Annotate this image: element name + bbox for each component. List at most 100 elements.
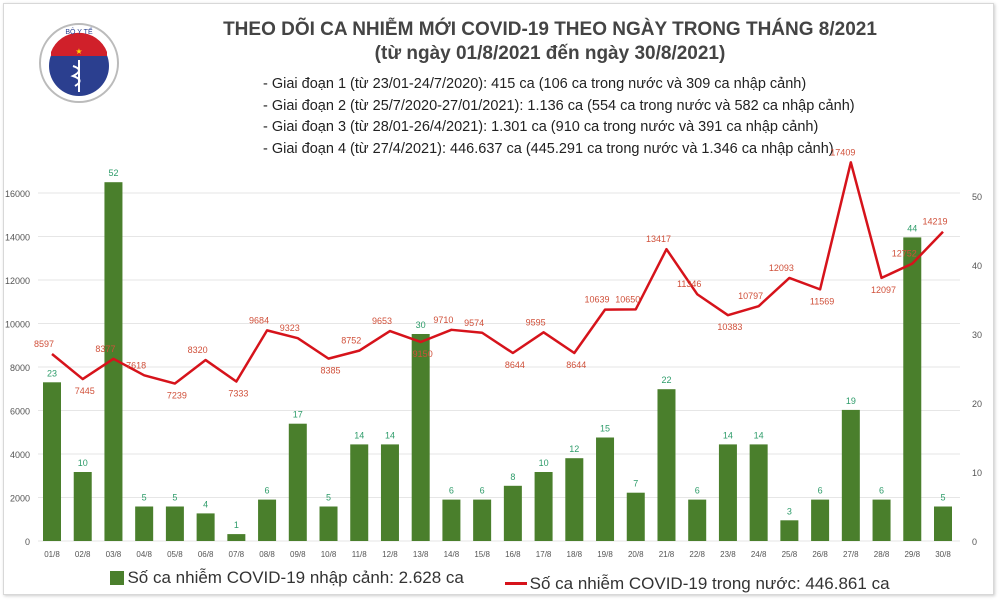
x-axis-tick-label: 13/8 — [413, 550, 429, 559]
left-axis-tick-label: 4000 — [10, 450, 30, 460]
bar-imported — [534, 472, 553, 541]
bar-data-label: 6 — [879, 486, 884, 496]
bar-data-label: 6 — [265, 486, 270, 496]
x-axis-tick-label: 06/8 — [198, 550, 214, 559]
x-axis-tick-label: 30/8 — [935, 550, 951, 559]
line-data-label: 10797 — [738, 291, 763, 301]
x-axis-tick-label: 15/8 — [474, 550, 490, 559]
bar-imported — [626, 492, 645, 541]
line-data-label: 9323 — [280, 323, 300, 333]
bar-imported — [718, 444, 737, 541]
x-axis-tick-label: 28/8 — [874, 550, 890, 559]
bar-data-label: 17 — [293, 410, 303, 420]
chart-subtitle: (từ ngày 01/8/2021 đến ngày 30/8/2021) — [374, 43, 726, 64]
left-axis-tick-label: 14000 — [5, 233, 30, 243]
line-data-label: 12093 — [769, 263, 794, 273]
bar-data-label: 6 — [480, 486, 485, 496]
x-axis-tick-label: 14/8 — [444, 550, 460, 559]
legend-label-imported: Số ca nhiễm COVID-19 nhập cảnh: 2.628 ca — [127, 568, 464, 587]
line-data-label: 8597 — [34, 339, 54, 349]
left-axis-tick-label: 16000 — [5, 189, 30, 199]
x-axis-tick-label: 17/8 — [536, 550, 552, 559]
bar-imported — [380, 444, 399, 541]
legend: Số ca nhiễm COVID-19 nhập cảnh: 2.628 ca… — [0, 568, 1000, 594]
x-axis-tick-label: 22/8 — [689, 550, 705, 559]
x-axis-tick-label: 25/8 — [782, 550, 798, 559]
bar-imported — [596, 437, 615, 541]
bar-imported — [503, 485, 522, 541]
right-axis-tick-label: 30 — [972, 330, 982, 340]
x-axis-tick-label: 12/8 — [382, 550, 398, 559]
bar-imported — [43, 382, 61, 541]
line-data-label: 7333 — [228, 389, 248, 399]
x-axis-tick-label: 27/8 — [843, 550, 859, 559]
bar-imported — [903, 237, 922, 541]
bar-imported — [165, 506, 184, 541]
bar-imported — [73, 472, 92, 541]
x-axis-tick-label: 07/8 — [229, 550, 245, 559]
x-axis-tick-label: 21/8 — [659, 550, 675, 559]
bar-data-label: 19 — [846, 396, 856, 406]
left-axis-tick-label: 10000 — [5, 320, 30, 330]
x-axis-tick-label: 10/8 — [321, 550, 337, 559]
bar-data-label: 10 — [539, 458, 549, 468]
svg-text:★: ★ — [75, 47, 82, 56]
bar-data-label: 1 — [234, 520, 239, 530]
bar-imported — [350, 444, 369, 541]
svg-text:BỘ Y TẾ: BỘ Y TẾ — [65, 26, 93, 36]
bar-imported — [319, 506, 338, 541]
bar-data-label: 14 — [754, 430, 764, 440]
bar-imported — [135, 506, 154, 541]
line-data-label: 10383 — [717, 322, 742, 332]
line-data-label: 14219 — [922, 217, 947, 227]
note-stage-1: - Giai đoạn 1 (từ 23/01-24/7/2020): 415 … — [263, 76, 807, 92]
bar-data-label: 3 — [787, 506, 792, 516]
bar-imported — [780, 520, 799, 541]
bar-imported — [473, 499, 492, 541]
bar-data-label: 22 — [661, 375, 671, 385]
bar-imported — [104, 182, 123, 541]
x-axis-tick-label: 02/8 — [75, 550, 91, 559]
line-data-label: 9653 — [372, 316, 392, 326]
x-axis-tick-label: 23/8 — [720, 550, 736, 559]
right-axis-tick-label: 0 — [972, 537, 977, 547]
x-axis-tick-label: 29/8 — [904, 550, 920, 559]
bar-data-label: 5 — [940, 493, 945, 503]
bar-data-label: 4 — [203, 499, 208, 509]
line-domestic — [51, 161, 944, 385]
bar-data-label: 52 — [108, 168, 118, 178]
bar-data-label: 44 — [907, 223, 917, 233]
x-axis-tick-label: 19/8 — [597, 550, 613, 559]
chart-title: THEO DÕI CA NHIỄM MỚI COVID-19 THEO NGÀY… — [223, 19, 877, 40]
bar-imported — [841, 409, 860, 541]
bar-data-label: 14 — [385, 430, 395, 440]
bar-data-label: 6 — [818, 486, 823, 496]
bar-imported — [227, 534, 246, 541]
line-data-label: 8377 — [95, 344, 115, 354]
bar-data-label: 10 — [78, 458, 88, 468]
line-data-label: 7239 — [167, 391, 187, 401]
legend-item-domestic: Số ca nhiễm COVID-19 trong nước: 446.861… — [504, 573, 890, 594]
x-axis-tick-label: 18/8 — [567, 550, 583, 559]
x-axis-tick-label: 04/8 — [136, 550, 152, 559]
line-data-label: 8752 — [341, 336, 361, 346]
bar-data-label: 30 — [416, 320, 426, 330]
line-data-label: 13417 — [646, 234, 671, 244]
bar-imported — [565, 458, 584, 541]
x-axis-tick-label: 03/8 — [106, 550, 122, 559]
bar-imported — [688, 499, 707, 541]
line-data-label: 8644 — [505, 360, 525, 370]
legend-label-domestic: Số ca nhiễm COVID-19 trong nước: 446.861… — [529, 573, 890, 593]
bar-imported — [749, 444, 768, 541]
bar-data-label: 6 — [695, 486, 700, 496]
stage-notes: - Giai đoạn 1 (từ 23/01-24/7/2020): 415 … — [263, 74, 855, 160]
x-axis-tick-label: 16/8 — [505, 550, 521, 559]
line-data-label: 9574 — [464, 318, 484, 328]
line-data-label: 8320 — [188, 345, 208, 355]
bar-imported — [196, 513, 215, 541]
legend-bar-swatch — [110, 571, 125, 585]
left-axis-tick-label: 6000 — [10, 407, 30, 417]
bar-data-label: 15 — [600, 424, 610, 434]
bar-imported — [872, 499, 891, 541]
